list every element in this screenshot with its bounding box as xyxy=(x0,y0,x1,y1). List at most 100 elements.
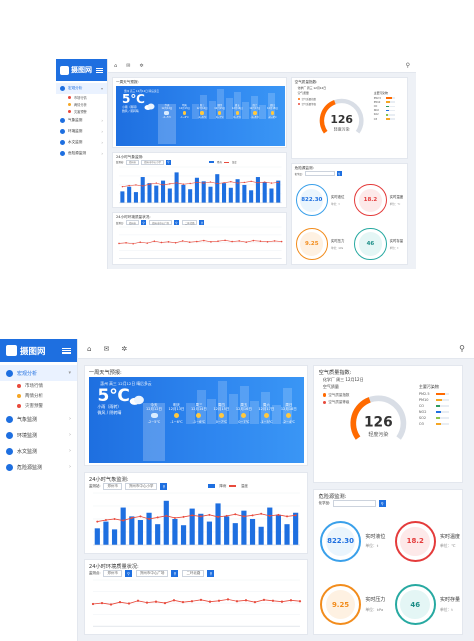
sidebar-subitem[interactable]: 灾害预警 xyxy=(56,108,107,115)
forecast-day[interactable]: 明天 12月13日 -1~6℃ xyxy=(165,403,187,461)
rain-bar xyxy=(235,178,240,203)
station-select[interactable]: 郑州市中心小学 xyxy=(141,159,164,165)
pollutant-row: O3 xyxy=(374,117,395,121)
sidebar-subitem-label: 两情分析 xyxy=(74,103,87,107)
metric-gauge-circle: 46 xyxy=(354,227,387,261)
search-button[interactable]: ⚲ xyxy=(199,220,205,226)
pollutant-bar-fill xyxy=(435,405,441,408)
menu-toggle-icon[interactable] xyxy=(96,67,103,73)
aqi-label: 空气质量 xyxy=(322,384,339,390)
aqi-location: 化学厂 周三 12月12日 xyxy=(297,86,327,90)
forecast-day[interactable]: 周四 12月15日 0~7℃ xyxy=(210,403,232,461)
temperature-point xyxy=(130,516,133,519)
search-button[interactable]: ⚲ xyxy=(171,570,179,578)
search-button[interactable]: ⚲ xyxy=(165,159,171,165)
content-area: 一周天气预报: 惠州 高三 12月12日 晴后多云 5℃ 小雨（雨转） 微风 / 阴转晴… xyxy=(78,359,474,641)
logo-text: 摄图网 xyxy=(20,346,46,357)
meteo-panel: 24小时气象监测: 监测站: 郑州市 郑州市中心小学 ⚲ 降雨 温度 xyxy=(83,471,308,554)
forecast-day[interactable]: 周五 12月16日 0~7℃ xyxy=(233,403,255,461)
pollutant-name: O3 xyxy=(373,117,378,121)
sidebar-item[interactable]: 宏观分析 ▾ xyxy=(56,83,107,94)
sidebar-subitem[interactable]: 两情分析 xyxy=(56,101,107,108)
station-select[interactable]: 郑州市中心小学 xyxy=(124,482,158,490)
sidebar-item[interactable]: 危险源监测 › xyxy=(0,459,77,475)
metric-unit: 单位：℃ xyxy=(439,543,456,549)
chevron-icon: › xyxy=(101,118,103,123)
rain-bar xyxy=(189,508,195,545)
gear-icon[interactable]: ✲ xyxy=(121,344,128,353)
sidebar-item[interactable]: 宏观分析 ▾ xyxy=(0,365,77,381)
search-icon[interactable]: ⚲ xyxy=(405,62,410,69)
search-icon[interactable]: ⚲ xyxy=(459,344,465,353)
pollutant-name: O3 xyxy=(418,422,424,427)
pollutant-bar-fill xyxy=(435,411,441,414)
sidebar-item[interactable]: 气象监测 › xyxy=(0,411,77,427)
mail-icon[interactable]: ✉ xyxy=(103,344,110,353)
gauge-fill xyxy=(350,396,372,440)
chemical-select[interactable] xyxy=(333,499,376,507)
rain-bar xyxy=(267,507,273,545)
metric-value: 822.30 xyxy=(300,188,324,212)
temperature-point xyxy=(148,517,151,520)
gear-icon[interactable]: ✲ xyxy=(139,62,144,69)
search-button[interactable]: ⚲ xyxy=(207,570,215,578)
rain-bar xyxy=(276,514,282,545)
home-icon[interactable]: ⌂ xyxy=(87,344,92,353)
forecast-day[interactable]: 周三 12月14日 -1~6℃ xyxy=(193,104,211,145)
city-select[interactable]: 郑州市 xyxy=(103,570,122,578)
sidebar-item[interactable]: 水文监测 › xyxy=(0,443,77,459)
station-select[interactable]: 二环北路 xyxy=(182,570,205,578)
forecast-date: 12月17日 xyxy=(258,407,275,412)
sidebar-item[interactable]: 环境监测 › xyxy=(56,126,107,137)
forecast-day[interactable]: 明天 12月13日 -1~6℃ xyxy=(176,104,194,145)
search-button[interactable]: ⚲ xyxy=(378,499,386,507)
sidebar-item[interactable]: 气象监测 › xyxy=(56,115,107,126)
city-select[interactable]: 郑州市 xyxy=(125,220,140,226)
forecast-day[interactable]: 今天 12月12日 -2~5℃ xyxy=(142,402,166,462)
menu-group-icon xyxy=(6,415,13,423)
temperature-point xyxy=(121,185,124,187)
rain-bar xyxy=(138,519,144,545)
forecast-day-name: 周五 xyxy=(234,103,240,107)
search-button[interactable]: ⚲ xyxy=(160,482,168,490)
metric-unit: 单位：kPa xyxy=(365,606,384,612)
city-select[interactable]: 郑州市 xyxy=(125,159,140,165)
sidebar-item[interactable]: 水文监测 › xyxy=(56,137,107,148)
temperature-point xyxy=(96,520,99,523)
weather-description: 小雨（雨转） xyxy=(97,404,122,409)
forecast-day[interactable]: 周三 12月14日 -1~6℃ xyxy=(188,403,210,461)
station-select[interactable]: 郑州市中心广场 xyxy=(135,570,169,578)
menu-group-icon xyxy=(6,463,13,471)
city-select[interactable]: 郑州市 xyxy=(103,482,122,490)
search-button[interactable]: ⚲ xyxy=(336,171,342,177)
mail-icon[interactable]: ✉ xyxy=(126,62,131,69)
search-button[interactable]: ⚲ xyxy=(141,220,147,226)
forecast-day[interactable]: 周六 12月17日 -1~5℃ xyxy=(255,403,277,461)
sidebar-subitem[interactable]: 灾害预警 xyxy=(0,401,77,411)
search-button[interactable]: ⚲ xyxy=(173,220,179,226)
sidebar-item[interactable]: 危险源监测 › xyxy=(56,148,107,159)
home-icon[interactable]: ⌂ xyxy=(114,62,118,69)
search-button[interactable]: ⚲ xyxy=(124,570,132,578)
forecast-day[interactable]: 今天 12月12日 -2~5℃ xyxy=(158,103,176,145)
forecast-day[interactable]: 周六 12月17日 -1~5℃ xyxy=(246,104,264,145)
pollutant-bar-fill xyxy=(435,423,442,426)
sidebar-subitem[interactable]: 两情分析 xyxy=(0,391,77,401)
station-select[interactable]: 二环北路 xyxy=(181,220,198,226)
chemical-select[interactable] xyxy=(304,171,335,177)
metric-gauge-circle: 9.25 xyxy=(295,227,328,261)
sidebar-subitem[interactable]: 市场行情 xyxy=(0,381,77,391)
top-toolbar: ⌂ ✉ ✲ ⚲ xyxy=(78,339,474,359)
station-select[interactable]: 郑州市中心广场 xyxy=(149,220,172,226)
forecast-day[interactable]: 周日 12月18日 -2~4℃ xyxy=(264,104,282,145)
sidebar-item[interactable]: 环境监测 › xyxy=(0,427,77,443)
forecast-day[interactable]: 周四 12月15日 0~7℃ xyxy=(211,104,229,145)
menu-toggle-icon[interactable] xyxy=(62,347,71,354)
forecast-day-name: 明天 xyxy=(172,402,180,407)
forecast-day[interactable]: 周日 12月18日 -2~4℃ xyxy=(278,403,300,461)
forecast-day[interactable]: 周五 12月16日 0~7℃ xyxy=(228,104,246,145)
meteo-chart xyxy=(93,492,301,545)
sidebar-subitem[interactable]: 市场行情 xyxy=(56,94,107,101)
rain-bar xyxy=(250,518,256,545)
